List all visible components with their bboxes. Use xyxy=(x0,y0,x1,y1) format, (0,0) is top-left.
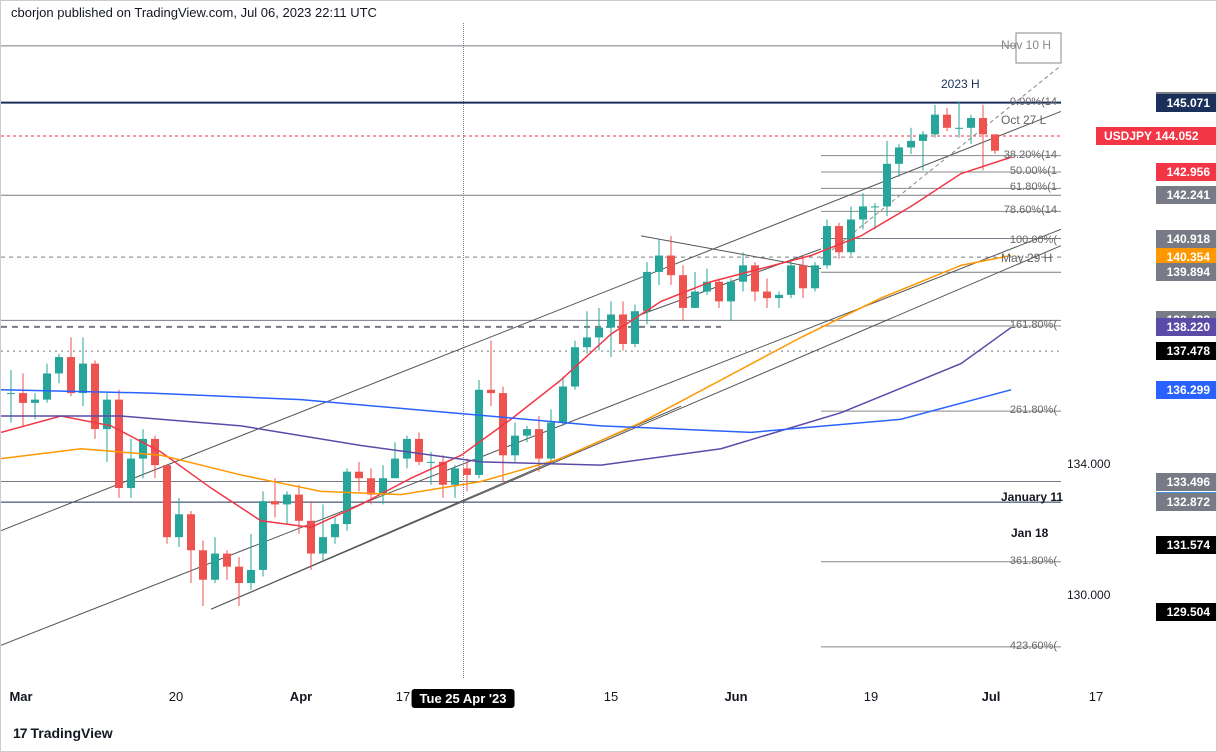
x-tick: 15 xyxy=(604,689,618,704)
price-badge: 142.241 xyxy=(1156,186,1216,204)
fib-label: 50.00%(1 xyxy=(1010,165,1057,177)
publish-header: cborjon published on TradingView.com, Ju… xyxy=(11,5,377,20)
x-tick: Mar xyxy=(9,689,32,704)
price-badge: 131.574 xyxy=(1156,536,1216,554)
chart-annotation: 2023 H xyxy=(941,77,980,91)
price-badge: 140.918 xyxy=(1156,230,1216,248)
chart-plot[interactable]: 0.00%(14 38.20%(14 50.00%(1 61.80%(1 78.60%(… xyxy=(1,23,1061,678)
chart-annotation: Oct 27 L xyxy=(1001,113,1046,127)
x-tick: Jun xyxy=(724,689,747,704)
fib-label: 161.80%( xyxy=(1010,319,1057,331)
price-axis[interactable]: 145.104145.071USDJPY 144.052142.956142.2… xyxy=(1059,23,1216,678)
x-tick: Jul xyxy=(982,689,1001,704)
price-badge: 139.894 xyxy=(1156,263,1216,281)
grid-label: 130.000 xyxy=(1067,588,1110,602)
fib-label: 61.80%(1 xyxy=(1010,181,1057,193)
grid-label: 134.000 xyxy=(1067,457,1110,471)
chart-annotation: Nov 10 H xyxy=(1001,38,1051,52)
x-tick: 20 xyxy=(169,689,183,704)
x-tick: Tue 25 Apr '23 xyxy=(412,689,515,708)
price-badge: 137.478 xyxy=(1156,342,1216,360)
x-tick: Apr xyxy=(290,689,312,704)
fib-label: 261.80%( xyxy=(1010,404,1057,416)
fib-label: 361.80%( xyxy=(1010,555,1057,567)
price-badge: 136.299 xyxy=(1156,381,1216,399)
chart-annotation: Jan 18 xyxy=(1011,526,1048,540)
fib-label: 78.60%(14 xyxy=(1004,204,1057,216)
fib-label: 38.20%(14 xyxy=(1004,149,1057,161)
fib-label: 100.00%( xyxy=(1010,234,1057,246)
chart-annotation: January 11 xyxy=(1001,490,1063,504)
price-badge: 145.071 xyxy=(1156,94,1216,112)
price-badge: 129.504 xyxy=(1156,603,1216,621)
x-tick: 17 xyxy=(1089,689,1103,704)
x-tick: 17 xyxy=(396,689,410,704)
brand-footer: 17 TradingView xyxy=(13,725,113,741)
time-axis[interactable]: Mar20Apr17Tue 25 Apr '2315Jun19Jul17 xyxy=(1,685,1061,709)
moving-averages xyxy=(1,23,1061,678)
fib-label: 0.00%(14 xyxy=(1010,96,1057,108)
chart-annotation: May 29 H xyxy=(1001,251,1052,265)
price-badge: USDJPY 144.052 xyxy=(1096,127,1216,145)
price-badge: 142.956 xyxy=(1156,163,1216,181)
x-tick: 19 xyxy=(864,689,878,704)
fib-label: 423.60%( xyxy=(1010,640,1057,652)
price-badge: 133.496 xyxy=(1156,473,1216,491)
price-badge: 138.220 xyxy=(1156,318,1216,336)
price-badge: 132.872 xyxy=(1156,493,1216,511)
